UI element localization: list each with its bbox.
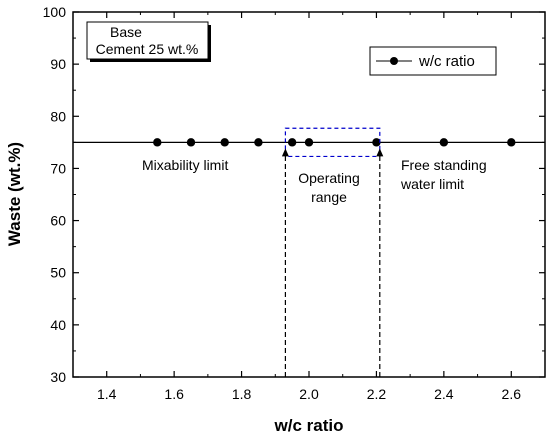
x-tick-label: 1.6 bbox=[164, 386, 184, 402]
y-tick-label: 80 bbox=[50, 108, 66, 124]
data-point bbox=[304, 138, 314, 147]
base-info-box: Base Cement 25 wt.% bbox=[86, 21, 211, 62]
base-box-line2: Cement 25 wt.% bbox=[96, 41, 199, 57]
data-point bbox=[507, 138, 516, 147]
base-box bbox=[86, 21, 209, 60]
y-axis-title: Waste (wt.%) bbox=[5, 142, 24, 246]
data-point bbox=[220, 138, 229, 147]
x-tick-label: 1.8 bbox=[232, 386, 252, 402]
operating-range bbox=[281, 127, 384, 377]
x-tick-label: 2.0 bbox=[299, 386, 319, 402]
y-axis-ticks: 30 40 50 60 70 80 90 100 bbox=[43, 4, 545, 385]
y-tick-label: 40 bbox=[50, 317, 66, 333]
y-tick-label: 90 bbox=[50, 56, 66, 72]
y-tick-label: 50 bbox=[50, 265, 66, 281]
mixability-label: Mixability limit bbox=[142, 157, 228, 173]
y-tick-label: 70 bbox=[50, 160, 66, 176]
data-point bbox=[372, 138, 381, 147]
x-tick-label: 2.4 bbox=[434, 386, 454, 402]
data-point bbox=[186, 138, 196, 147]
data-point bbox=[254, 138, 263, 147]
operating-label-line1: Operating bbox=[298, 170, 359, 186]
legend-marker bbox=[390, 57, 398, 65]
x-axis-ticks: 1.4 1.6 1.8 2.0 2.2 2.4 2.6 bbox=[97, 12, 521, 402]
operating-range-arrowhead bbox=[281, 148, 289, 157]
operating-range-arrowhead bbox=[376, 148, 384, 157]
x-axis-title: w/c ratio bbox=[274, 416, 344, 435]
operating-label-line2: range bbox=[311, 189, 347, 205]
series-w-c-ratio bbox=[73, 138, 545, 147]
free-standing-label-line1: Free standing bbox=[401, 157, 487, 173]
legend: w/c ratio bbox=[369, 46, 497, 76]
data-point bbox=[153, 138, 162, 147]
x-tick-label: 2.2 bbox=[367, 386, 387, 402]
x-tick-label: 2.6 bbox=[502, 386, 522, 402]
free-standing-label-line2: water limit bbox=[400, 176, 464, 192]
operating-range-box bbox=[284, 127, 381, 158]
y-tick-label: 60 bbox=[50, 213, 66, 229]
legend-label: w/c ratio bbox=[418, 53, 475, 70]
data-point bbox=[439, 138, 449, 147]
base-box-line1: Base bbox=[110, 24, 142, 40]
data-point bbox=[287, 138, 297, 147]
x-tick-label: 1.4 bbox=[97, 386, 117, 402]
y-tick-label: 100 bbox=[43, 4, 67, 20]
y-tick-label: 30 bbox=[50, 369, 66, 385]
